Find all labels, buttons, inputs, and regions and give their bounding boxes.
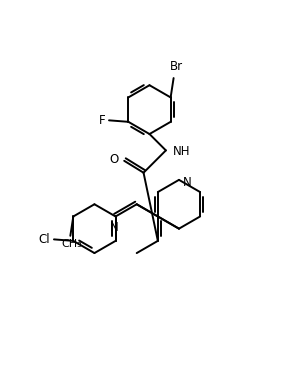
Text: F: F <box>99 114 106 127</box>
Text: Cl: Cl <box>39 233 51 246</box>
Text: N: N <box>110 221 118 234</box>
Text: CH₃: CH₃ <box>61 239 82 249</box>
Text: N: N <box>183 176 191 189</box>
Text: NH: NH <box>173 145 191 158</box>
Text: O: O <box>110 153 119 166</box>
Text: Br: Br <box>170 60 183 73</box>
